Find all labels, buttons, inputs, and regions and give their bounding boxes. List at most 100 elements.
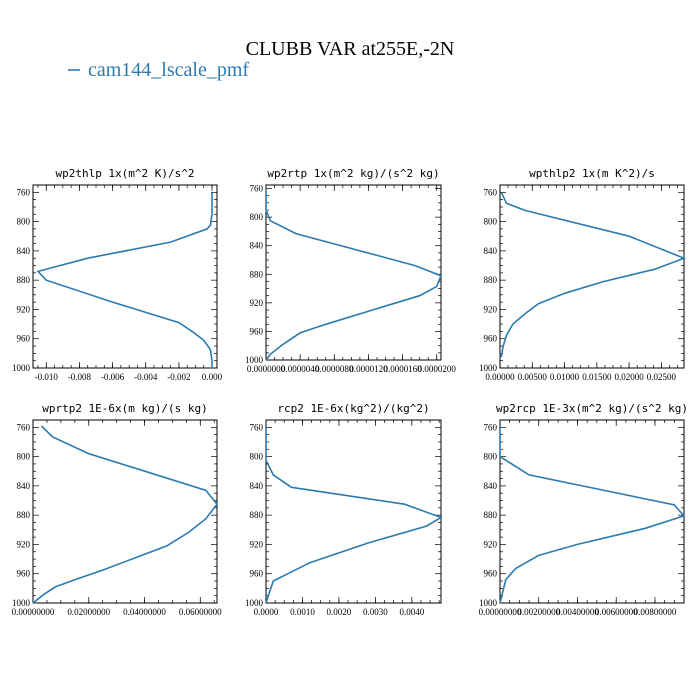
y-tick-label: 840 <box>484 246 498 256</box>
x-tick-label: 0.0000040 <box>281 364 320 374</box>
y-tick-label: 880 <box>17 275 31 285</box>
y-tick-label: 880 <box>484 275 498 285</box>
chart-panel-2: wp2rtp 1x(m^2 kg)/(s^2 kg)760 800 840 880 92… <box>245 167 456 374</box>
series-line <box>265 427 443 604</box>
legend-label: cam144_lscale_pmf <box>88 59 249 81</box>
y-tick-label: 800 <box>250 212 264 222</box>
y-tick-label: 1000 <box>245 355 264 365</box>
figure-title: CLUBB VAR at255E,-2N <box>246 38 455 60</box>
y-tick-label: 1000 <box>12 363 31 373</box>
series-line <box>500 191 687 358</box>
x-tick-label: 0.0010 <box>290 607 315 617</box>
x-tick-label: 0.01500 <box>582 372 612 382</box>
x-tick-label: 0.02000000 <box>67 607 110 617</box>
x-tick-label: 0.00800000 <box>634 607 677 617</box>
x-tick-label: -0.008 <box>68 372 92 382</box>
x-tick-label: 0.0000120 <box>349 364 388 374</box>
y-tick-label: 840 <box>17 481 31 491</box>
x-tick-label: -0.006 <box>101 372 125 382</box>
x-tick-label: 0.0000200 <box>418 364 457 374</box>
y-tick-label: 800 <box>250 452 264 462</box>
series-line <box>32 425 219 604</box>
y-tick-label: 760 <box>250 184 264 194</box>
x-tick-label: 0.00000000 <box>12 607 55 617</box>
y-tick-label: 880 <box>250 510 264 520</box>
chart-panel-1: wp2thlp 1x(m^2 K)/s^2 760 800 840 880 920 960 1… <box>12 167 223 382</box>
y-tick-label: 760 <box>17 187 31 197</box>
x-tick-label: 0.0030 <box>363 607 388 617</box>
y-tick-label: 800 <box>484 452 498 462</box>
panel-grid: wp2thlp 1x(m^2 K)/s^2 760 800 840 880 920 960 1… <box>12 167 688 617</box>
y-tick-label: 920 <box>17 539 31 549</box>
chart-panel-5: rcp2 1E-6x(kg^2)/(kg^2) 760 800 840 880 920 96… <box>245 402 443 617</box>
y-tick-label: 960 <box>17 569 31 579</box>
y-tick-label: 800 <box>17 452 31 462</box>
x-tick-label: 0.01000 <box>550 372 580 382</box>
y-tick-label: 960 <box>484 334 498 344</box>
x-tick-label: 0.0000 <box>254 607 279 617</box>
series-line <box>36 192 213 368</box>
plot-frame <box>265 184 442 361</box>
x-tick-label: 0.00500 <box>518 372 548 382</box>
x-tick-label: 0.02000 <box>614 372 644 382</box>
y-tick-label: 880 <box>484 510 498 520</box>
x-tick-label: 0.00000000 <box>479 607 522 617</box>
y-tick-label: 880 <box>250 269 264 279</box>
panel-title: rcp2 1E-6x(kg^2)/(kg^2) <box>277 402 429 415</box>
x-tick-label: 0.0040 <box>399 607 424 617</box>
y-tick-label: 1000 <box>479 363 498 373</box>
y-tick-label: 920 <box>250 298 264 308</box>
x-tick-label: 0.00000 <box>485 372 515 382</box>
chart-panel-3: wpthlp2 1x(m K^2)/s 760 800 840 880 920 960 100… <box>479 167 687 382</box>
y-tick-label: 840 <box>17 246 31 256</box>
x-tick-label: -0.010 <box>35 372 59 382</box>
plot-frame <box>265 419 442 604</box>
y-tick-label: 760 <box>484 187 498 197</box>
x-tick-label: -0.002 <box>167 372 190 382</box>
y-tick-label: 760 <box>17 422 31 432</box>
x-tick-label: 0.02500 <box>647 372 677 382</box>
x-tick-label: 0.00200000 <box>517 607 560 617</box>
x-tick-label: 0.04000000 <box>123 607 166 617</box>
panel-title: wprtp2 1E-6x(m kg)/(s kg) <box>42 402 208 415</box>
panel-title: wp2rcp 1E-3x(m^2 kg)/(s^2 kg) <box>496 402 688 415</box>
y-tick-label: 960 <box>484 569 498 579</box>
y-tick-label: 840 <box>250 241 264 251</box>
y-tick-label: 960 <box>17 334 31 344</box>
chart-panel-4: wprtp2 1E-6x(m kg)/(s kg) 760 800 840 880 920… <box>12 402 223 617</box>
x-tick-label: 0.00400000 <box>556 607 599 617</box>
y-tick-label: 920 <box>484 304 498 314</box>
x-tick-label: 0.0020 <box>327 607 352 617</box>
x-tick-label: 0.0000080 <box>315 364 354 374</box>
y-tick-label: 800 <box>17 217 31 227</box>
y-tick-label: 840 <box>484 481 498 491</box>
panel-title: wp2rtp 1x(m^2 kg)/(s^2 kg) <box>267 167 439 180</box>
x-tick-label: -0.004 <box>134 372 158 382</box>
y-tick-label: 1000 <box>245 598 264 608</box>
panel-title: wpthlp2 1x(m K^2)/s <box>529 167 655 180</box>
series-line <box>499 427 686 604</box>
plot-frame <box>32 419 218 604</box>
y-tick-label: 760 <box>484 422 498 432</box>
chart-panel-6: wp2rcp 1E-3x(m^2 kg)/(s^2 kg) 760 800 840 88… <box>479 402 688 617</box>
y-tick-label: 1000 <box>12 598 31 608</box>
y-tick-label: 960 <box>250 326 264 336</box>
y-tick-label: 1000 <box>479 598 498 608</box>
y-tick-label: 800 <box>484 217 498 227</box>
y-tick-label: 920 <box>250 539 264 549</box>
plot-frame <box>499 419 685 604</box>
series-line <box>265 188 443 361</box>
y-tick-label: 960 <box>250 569 264 579</box>
y-tick-label: 760 <box>250 422 264 432</box>
x-tick-label: 0.06000000 <box>179 607 222 617</box>
y-tick-label: 920 <box>17 304 31 314</box>
y-tick-label: 840 <box>250 481 264 491</box>
x-tick-label: 0.0000160 <box>383 364 422 374</box>
plot-frame <box>32 184 218 369</box>
panel-title: wp2thlp 1x(m^2 K)/s^2 <box>55 167 194 180</box>
plot-frame <box>499 184 685 369</box>
x-tick-label: 0.0000000 <box>247 364 286 374</box>
legend: cam144_lscale_pmf <box>68 59 249 81</box>
